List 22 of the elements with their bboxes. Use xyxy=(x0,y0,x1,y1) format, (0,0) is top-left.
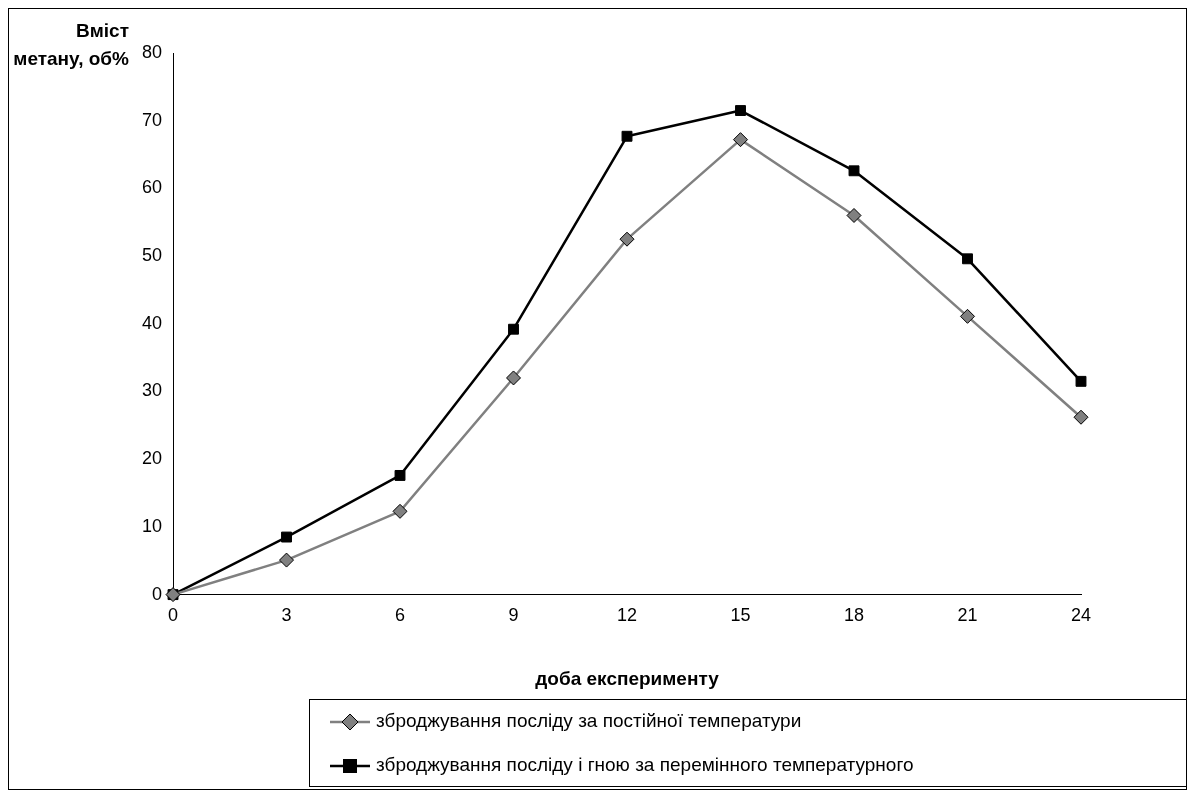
x-tick-label: 12 xyxy=(617,605,638,626)
legend-label: зброджування посліду і гною за перемінного температурного xyxy=(376,754,914,775)
x-tick-label: 21 xyxy=(957,605,978,626)
x-tick-label: 15 xyxy=(730,605,751,626)
x-tick-label: 18 xyxy=(843,605,865,626)
y-tick-label: 10 xyxy=(141,515,163,536)
x-tick-label: 24 xyxy=(1070,605,1092,626)
y-tick-label: 40 xyxy=(141,312,163,333)
x-tick-label: 9 xyxy=(508,605,519,626)
y-tick-label: 80 xyxy=(141,41,163,62)
x-tick-label: 0 xyxy=(168,605,179,626)
y-tick-label: 0 xyxy=(152,583,163,604)
y-tick-label: 30 xyxy=(141,380,163,401)
legend-label: зброджування посліду за постійної температури xyxy=(376,710,802,731)
y-tick-label: 70 xyxy=(141,109,163,130)
y-tick-label: 20 xyxy=(141,448,163,469)
x-tick-label: 6 xyxy=(395,605,406,626)
y-axis-title: Вміст метану, об% xyxy=(12,19,129,71)
y-tick-label: 50 xyxy=(141,245,163,266)
x-axis-title: доба експерименту xyxy=(535,667,720,689)
x-tick-label: 3 xyxy=(281,605,292,626)
y-tick-label: 60 xyxy=(141,177,163,198)
